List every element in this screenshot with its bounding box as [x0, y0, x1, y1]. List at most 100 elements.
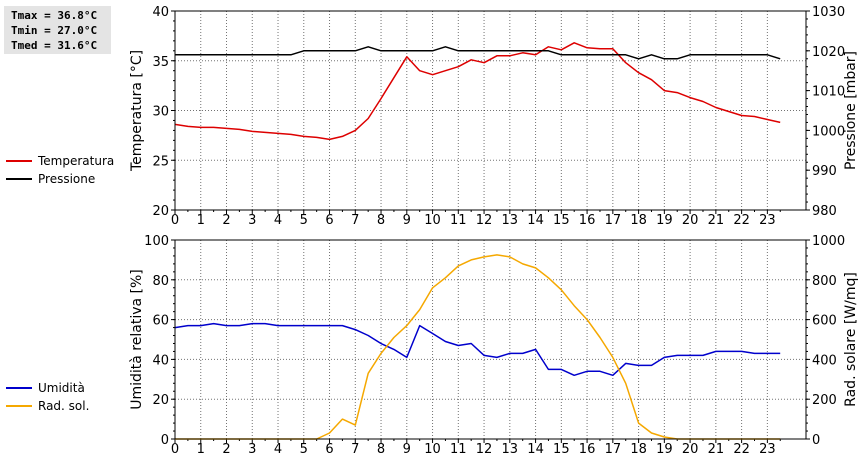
legend-label-umidita: Umidità [38, 381, 85, 395]
xtick-label: 12 [476, 442, 493, 457]
xtick-label: 9 [403, 442, 411, 457]
ytick-left-label: 40 [152, 5, 169, 20]
xtick-label: 10 [424, 442, 441, 457]
xtick-label: 19 [656, 442, 673, 457]
ytick-left-label: 60 [152, 314, 169, 329]
legend-swatch-temperatura [6, 160, 32, 162]
ytick-left-label: 25 [152, 154, 169, 169]
ytick-left-label: 20 [152, 393, 169, 408]
xtick-label: 23 [759, 213, 776, 228]
legend-item-rad-sol: Rad. sol. [6, 397, 89, 415]
ytick-right-label: 1010 [812, 85, 845, 100]
xtick-label: 1 [197, 442, 205, 457]
xtick-label: 6 [325, 213, 333, 228]
xtick-label: 5 [300, 442, 308, 457]
ylabel-left-top: Temperatura [°C] [129, 50, 145, 172]
legend-bottom: Umidità Rad. sol. [6, 379, 89, 415]
legend-swatch-rad-sol [6, 405, 32, 407]
xtick-label: 8 [377, 442, 385, 457]
ytick-right-label: 1030 [812, 5, 845, 20]
ytick-right-label: 0 [812, 433, 820, 448]
ylabel-right-top: Pressione [mbar] [843, 51, 859, 170]
xtick-label: 13 [502, 442, 519, 457]
xtick-label: 4 [274, 213, 282, 228]
xtick-label: 16 [579, 442, 596, 457]
xtick-label: 14 [527, 213, 544, 228]
xtick-label: 18 [630, 213, 647, 228]
series-line-pressione [175, 46, 781, 60]
xtick-label: 1 [197, 213, 205, 228]
xtick-label: 6 [325, 442, 333, 457]
ytick-left-label: 0 [161, 433, 169, 448]
ytick-right-label: 200 [812, 393, 837, 408]
xtick-label: 21 [708, 442, 725, 457]
ytick-right-label: 1000 [812, 234, 845, 249]
xtick-label: 10 [424, 213, 441, 228]
xtick-label: 17 [605, 213, 622, 228]
legend-item-umidita: Umidità [6, 379, 89, 397]
xtick-label: 7 [351, 213, 359, 228]
ylabel-right-bottom: Rad. solare [W/mq] [843, 272, 859, 407]
ytick-right-label: 800 [812, 274, 837, 289]
ytick-left-label: 35 [152, 55, 169, 70]
legend-item-temperatura: Temperatura [6, 152, 114, 170]
xtick-label: 15 [553, 213, 570, 228]
ytick-right-label: 1020 [812, 45, 845, 60]
ytick-right-label: 1000 [812, 124, 845, 139]
xtick-label: 2 [222, 213, 230, 228]
ytick-left-label: 40 [152, 353, 169, 368]
xtick-label: 5 [300, 213, 308, 228]
xtick-label: 8 [377, 213, 385, 228]
xtick-label: 7 [351, 442, 359, 457]
ytick-right-label: 990 [812, 164, 837, 179]
xtick-label: 9 [403, 213, 411, 228]
xtick-label: 16 [579, 213, 596, 228]
xtick-label: 19 [656, 213, 673, 228]
xtick-label: 18 [630, 442, 647, 457]
xtick-label: 11 [450, 442, 467, 457]
xtick-label: 20 [682, 442, 699, 457]
stat-tmin: Tmin = 27.0°C [11, 24, 98, 37]
xtick-label: 11 [450, 213, 467, 228]
stat-tmax: Tmax = 36.8°C [11, 9, 98, 22]
plot-frame-top [174, 10, 807, 211]
ytick-right-label: 400 [812, 353, 837, 368]
legend-label-pressione: Pressione [38, 172, 96, 186]
legend-swatch-pressione [6, 178, 32, 180]
series-line-rad-sol [175, 254, 781, 440]
xtick-label: 23 [759, 442, 776, 457]
xtick-label: 4 [274, 442, 282, 457]
xtick-label: 14 [527, 442, 544, 457]
ytick-left-label: 30 [152, 105, 169, 120]
xtick-label: 3 [248, 442, 256, 457]
stat-tmed: Tmed = 31.6°C [11, 39, 98, 52]
xtick-label: 0 [171, 213, 179, 228]
xtick-label: 17 [605, 442, 622, 457]
xtick-label: 13 [502, 213, 519, 228]
xtick-label: 20 [682, 213, 699, 228]
ytick-left-label: 100 [144, 234, 169, 249]
ylabel-left-bottom: Umidità relativa [%] [129, 269, 145, 410]
ytick-right-label: 980 [812, 204, 837, 219]
ytick-left-label: 20 [152, 204, 169, 219]
xtick-label: 21 [708, 213, 725, 228]
legend-swatch-umidita [6, 387, 32, 389]
legend-label-rad-sol: Rad. sol. [38, 399, 90, 413]
ytick-left-label: 80 [152, 274, 169, 289]
legend-top: Temperatura Pressione [6, 152, 114, 188]
xtick-label: 2 [222, 442, 230, 457]
ytick-right-label: 600 [812, 314, 837, 329]
stats-box: Tmax = 36.8°C Tmin = 27.0°C Tmed = 31.6°… [4, 6, 111, 54]
xtick-label: 22 [733, 442, 750, 457]
xtick-label: 15 [553, 442, 570, 457]
plot-frame-bottom [174, 239, 807, 440]
legend-item-pressione: Pressione [6, 170, 114, 188]
xtick-label: 12 [476, 213, 493, 228]
legend-label-temperatura: Temperatura [38, 154, 115, 168]
xtick-label: 22 [733, 213, 750, 228]
series-line-umidit [174, 322, 781, 377]
series-line-temperatura [174, 42, 781, 141]
